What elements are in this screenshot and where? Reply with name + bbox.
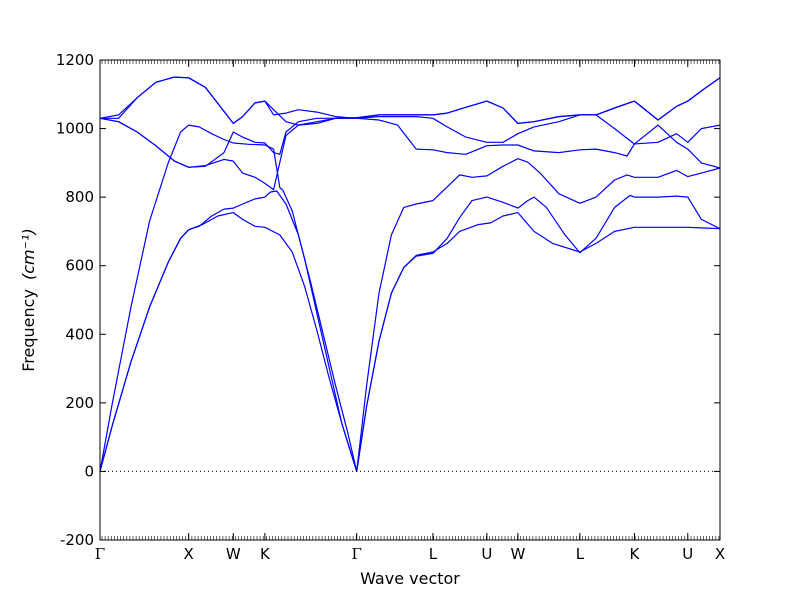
x-axis-label: Wave vector	[360, 569, 460, 588]
x-tick-label: W	[510, 545, 525, 563]
y-tick-label: 400	[65, 325, 94, 343]
phonon-branch-5	[99, 114, 721, 168]
x-tick-label: X	[715, 545, 725, 563]
x-tick-label: U	[682, 545, 693, 563]
phonon-branch-2	[99, 190, 721, 472]
y-tick-label: 1000	[56, 120, 94, 138]
phonon-branch-7	[100, 76, 721, 125]
x-tick-label: U	[481, 545, 492, 563]
x-tick-label: Γ	[351, 545, 361, 563]
y-tick-label: 200	[65, 394, 94, 412]
y-axis-label-text: Frequency	[19, 289, 38, 372]
y-axis-label-unit: (cm⁻¹)	[19, 228, 38, 280]
phonon-branch-3	[99, 124, 721, 472]
y-axis-label: Frequency (cm⁻¹)	[19, 228, 38, 371]
plot-frame	[99, 59, 721, 541]
x-tick-label: K	[260, 545, 271, 563]
x-tick-label: L	[429, 545, 438, 563]
y-tick-label: 0	[84, 462, 94, 480]
series-layer	[99, 76, 721, 472]
phonon-branch-4	[99, 117, 721, 191]
x-tick-label: K	[630, 545, 641, 563]
y-axis-ticks: -200 0 200 400 600 800 1000 1200	[56, 51, 720, 549]
x-tick-label: L	[576, 545, 585, 563]
y-tick-label: 800	[65, 188, 94, 206]
x-tick-label: X	[184, 545, 194, 563]
y-tick-label: 600	[65, 257, 94, 275]
x-tick-label: Γ	[95, 545, 105, 563]
x-tick-label: W	[226, 545, 241, 563]
y-tick-label: 1200	[56, 51, 94, 69]
y-tick-label: -200	[60, 531, 94, 549]
minor-tick-marks	[101, 60, 720, 540]
minor-ticks	[101, 60, 720, 540]
